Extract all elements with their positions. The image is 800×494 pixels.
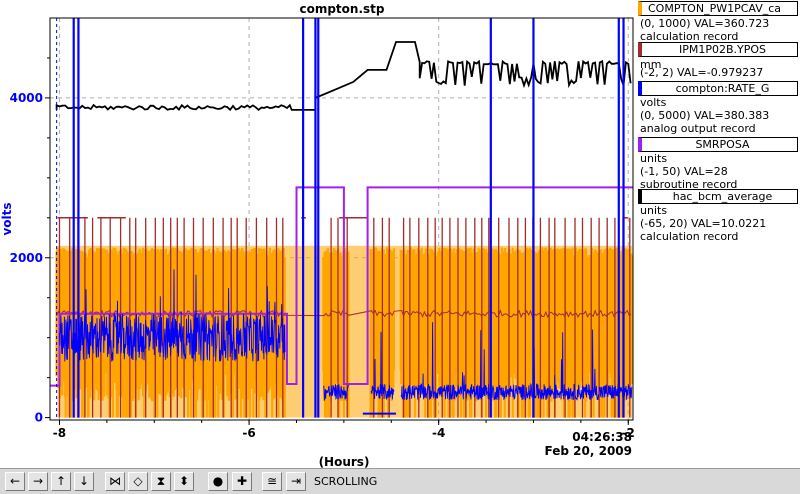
scroll-down-button[interactable]: ↓: [74, 472, 94, 491]
stagger-button[interactable]: ●: [208, 472, 228, 491]
legend-series-name[interactable]: IPM1P02B.YPOS: [638, 42, 798, 57]
x-axis: -8 -6 -4 -2: [53, 420, 635, 440]
y-axis-label: volts: [0, 202, 14, 235]
zoom-out-y-button[interactable]: ⬍: [174, 472, 194, 491]
scroll-up-button[interactable]: ↑: [51, 472, 71, 491]
scroll-right-button[interactable]: →: [28, 472, 48, 491]
timestamp-date: Feb 20, 2009: [545, 444, 632, 458]
series-line: [55, 41, 632, 112]
zoom-out-x-button[interactable]: ◇: [128, 472, 148, 491]
legend-value: (-1, 50) VAL=28: [640, 165, 728, 178]
legend-value: (-2, 2) VAL=-0.979237: [640, 66, 764, 79]
zoom-in-x-button[interactable]: ⋈: [105, 472, 125, 491]
legend-record: subroutine record: [640, 178, 738, 191]
scroll-mode-button[interactable]: ⇥: [286, 472, 306, 491]
legend-value: (0, 1000) VAL=360.723: [640, 17, 770, 30]
y-axis: 0 2000 4000: [10, 57, 50, 425]
zoom-in-y-button[interactable]: ⧗: [151, 472, 171, 491]
scroll-mode-status: SCROLLING: [314, 475, 378, 488]
crosshair-button[interactable]: ✚: [232, 472, 252, 491]
series-hac-bcm-average: [55, 41, 632, 112]
series-smrposa: [50, 186, 633, 387]
toolbar: ← → ↑ ↓ ⋈ ◇ ⧗ ⬍ ● ✚ ≅ ⇥ SCROLLING: [0, 468, 800, 494]
y-tick-label: 2000: [10, 251, 43, 265]
stripchart-plot: 0 2000 4000 -8 -6 -4 -2 compton.stp volts (Ho…: [0, 2, 635, 468]
x-tick-label: -2: [622, 426, 635, 440]
legend-series-name[interactable]: compton:RATE_G: [638, 81, 798, 96]
legend-series-name[interactable]: SMRPOSA: [638, 137, 798, 152]
plot-frame: [49, 17, 634, 421]
chart-title: compton.stp: [299, 2, 384, 16]
legend-record: calculation record: [640, 230, 739, 243]
y-tick-label: 4000: [10, 91, 43, 105]
legend-series-name[interactable]: COMPTON_PW1PCAV_ca: [638, 1, 798, 16]
series-line: [56, 309, 632, 319]
series-line: [50, 186, 633, 387]
x-tick-label: -8: [53, 426, 66, 440]
scroll-left-button[interactable]: ←: [5, 472, 25, 491]
legend-series-name[interactable]: hac_bcm_average: [638, 189, 798, 204]
x-tick-label: -6: [242, 426, 255, 440]
legend-units: mm: [640, 58, 662, 71]
series-compton-rate-g: [56, 18, 633, 420]
legend-record: calculation record: [640, 30, 739, 43]
series-line: [59, 269, 633, 402]
legend-value: (-65, 20) VAL=10.0221: [640, 217, 767, 230]
x-tick-label: -4: [432, 426, 445, 440]
legend-record: analog output record: [640, 122, 756, 135]
auto-scale-button[interactable]: ≅: [262, 472, 282, 491]
legend-value: (0, 5000) VAL=380.383: [640, 109, 770, 122]
legend-units: units: [640, 152, 668, 165]
y-tick-label: 0: [35, 411, 43, 425]
legend-units: units: [640, 204, 668, 217]
timestamp-time: 04:26:38: [572, 430, 632, 444]
legend-units: volts: [640, 96, 667, 109]
x-axis-label: (Hours): [319, 455, 370, 468]
